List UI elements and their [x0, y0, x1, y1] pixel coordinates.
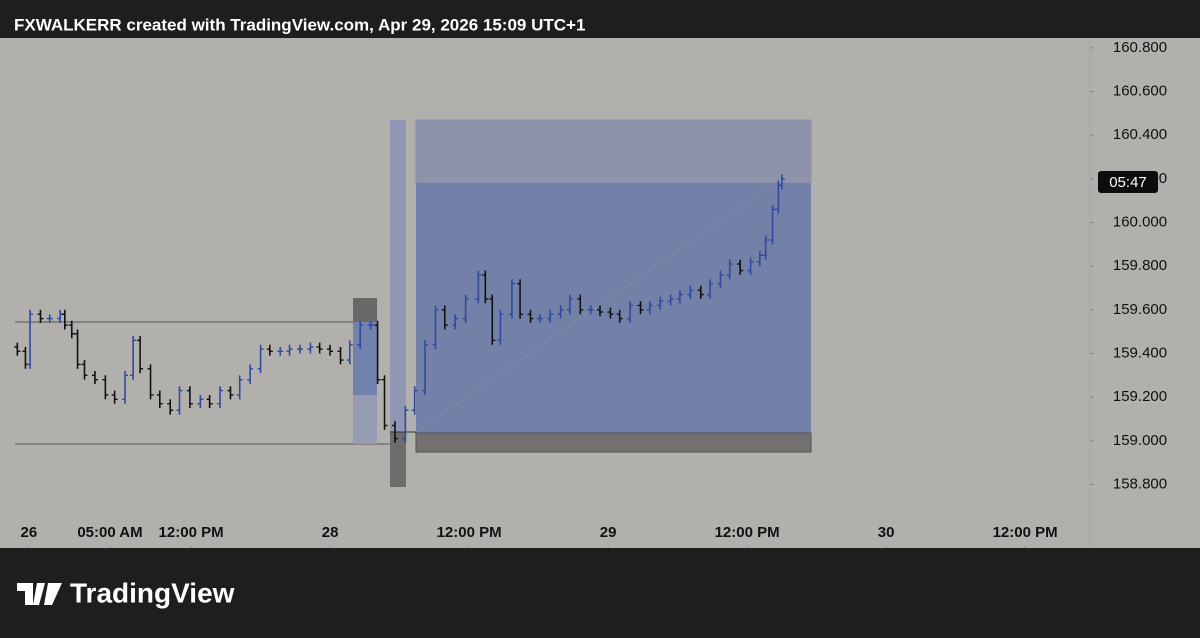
position-zone: [416, 183, 811, 433]
y-tick-label: 160.800: [1113, 39, 1167, 56]
tradingview-logo: TradingView: [17, 577, 235, 608]
x-tick-label: 12:00 PM: [715, 524, 780, 541]
box-zone: [390, 120, 406, 432]
price-badge-bg: [1098, 171, 1158, 193]
price-badge: 05:47: [1109, 174, 1147, 191]
box-zone: [353, 395, 377, 444]
box-zone: [353, 322, 377, 395]
y-tick-label: 159.000: [1113, 432, 1167, 449]
y-tick-label: 160.400: [1113, 126, 1167, 143]
x-tick-label: 05:00 AM: [77, 524, 142, 541]
y-tick-label: 159.200: [1113, 388, 1167, 405]
x-tick-label: 28: [322, 524, 339, 541]
price-bars: [14, 174, 785, 443]
y-tick-label: 159.600: [1113, 301, 1167, 318]
logo-text: TradingView: [70, 577, 235, 608]
x-tick-label: 12:00 PM: [159, 524, 224, 541]
drawings: [15, 119, 812, 487]
y-tick-label: 159.800: [1113, 257, 1167, 274]
y-tick-label: 160.000: [1113, 213, 1167, 230]
x-tick-label: 26: [21, 524, 38, 541]
y-tick-label: 159.400: [1113, 344, 1167, 361]
axes: 158.800 159.000 159.200 159.400 159.600 159.8…: [21, 39, 1167, 548]
box-stop: [390, 432, 406, 487]
logo-mark: [17, 583, 62, 605]
header-text: FXWALKERR created with TradingView.com, …: [14, 15, 585, 34]
position-path: [415, 179, 781, 433]
x-tick-label: 30: [878, 524, 895, 541]
x-tick-label: 12:00 PM: [437, 524, 502, 541]
position-stop: [415, 432, 812, 453]
box-stop: [353, 298, 377, 322]
y-tick-label: 160.600: [1113, 83, 1167, 100]
position-target: [415, 119, 812, 184]
x-tick-label: 12:00 PM: [993, 524, 1058, 541]
x-tick-label: 29: [600, 524, 617, 541]
y-tick-label: 158.800: [1113, 475, 1167, 492]
